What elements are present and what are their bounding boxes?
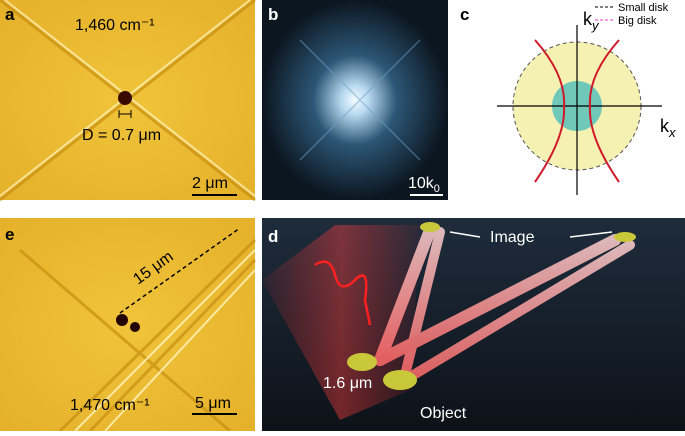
axis-base: k: [583, 9, 593, 29]
scale-text: 10k0: [408, 175, 440, 195]
legend-entry: Big disk: [618, 15, 657, 27]
axis-label: kx: [660, 116, 676, 140]
image-bg: [0, 218, 255, 431]
image-bg: [262, 0, 448, 200]
separation: 1.6 μm: [323, 375, 372, 392]
panel-c: c ky kx Small disk Big disk: [460, 2, 676, 195]
scale-text: 5 μm: [195, 395, 231, 412]
panel-label: b: [268, 5, 278, 24]
axis-label: ky: [583, 9, 600, 33]
wavenumber: 1,470 cm⁻¹: [70, 397, 150, 414]
panel-d: d Image 1.6 μm Object: [262, 218, 685, 431]
axis-sub: y: [591, 18, 600, 33]
image-label: Image: [490, 229, 535, 246]
object-label: Object: [420, 405, 467, 422]
disk: [118, 91, 132, 105]
panel-a: a 1,460 cm⁻¹ D = 0.7 μm 2 μm: [0, 0, 256, 202]
panel-label: e: [5, 225, 14, 244]
legend-entry: Small disk: [618, 2, 669, 14]
panel-label: d: [268, 227, 278, 246]
panel-e: e 15 μm 1,470 cm⁻¹ 5 μm: [0, 218, 257, 433]
axis-base: k: [660, 116, 670, 136]
axis-sub: x: [668, 125, 676, 140]
panel-b: b 10k0: [262, 0, 448, 200]
panel-label: c: [460, 5, 469, 24]
wavenumber: 1,460 cm⁻¹: [75, 17, 155, 34]
panel-label: a: [5, 5, 15, 24]
diameter: D = 0.7 μm: [82, 127, 161, 144]
scale-text: 2 μm: [192, 175, 228, 192]
scale-base: 10k: [408, 175, 435, 192]
scale-sub: 0: [434, 183, 440, 195]
